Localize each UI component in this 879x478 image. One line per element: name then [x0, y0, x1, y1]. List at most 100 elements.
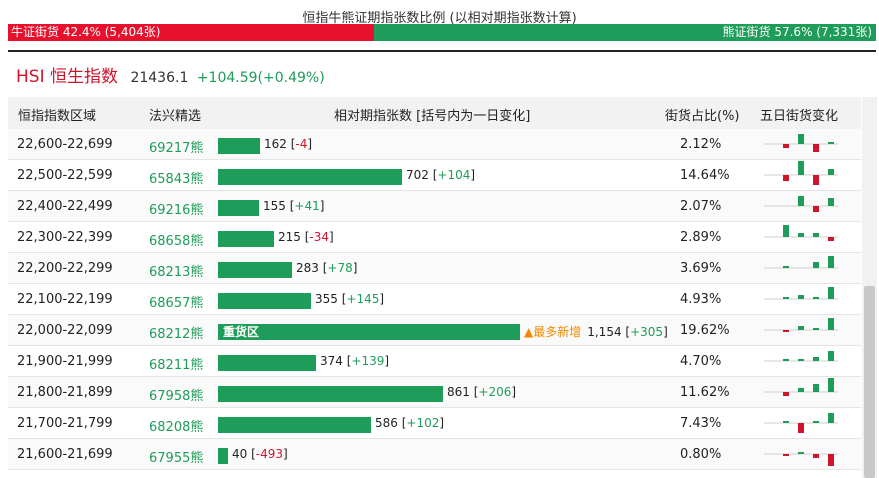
warrant-code-link[interactable]: 67955熊	[149, 451, 204, 466]
trend-bar	[798, 359, 804, 361]
count-bar	[218, 448, 228, 464]
count-number: 283	[296, 261, 319, 275]
five-day-trend-chart	[764, 351, 838, 362]
header-range: 恒指指数区域	[18, 109, 97, 124]
count-delta: +145	[346, 292, 380, 306]
five-day-trend-chart	[764, 413, 838, 433]
trend-bar	[798, 452, 804, 454]
trend-bar	[783, 297, 789, 299]
table-body: 22,600-22,699 69217熊 162 [-4] 2.12% 22,500-2…	[8, 129, 861, 470]
table-row: 22,400-22,499 69216熊 155 [+41] 2.07%	[8, 191, 861, 222]
heavy-zone-label: 重货区	[223, 325, 260, 339]
trend-bar	[798, 295, 804, 299]
trend-bar	[828, 454, 834, 466]
share-cell: 4.93%	[680, 292, 722, 307]
index-quote: HSI 恒生指数 21436.1 +104.59(+0.49%)	[16, 62, 325, 87]
trend-bar	[798, 134, 804, 144]
range-cell: 22,100-22,199	[17, 292, 113, 307]
trend-bar	[828, 169, 834, 175]
range-cell: 21,700-21,799	[17, 416, 113, 431]
trend-bar	[828, 413, 834, 423]
trend-bar	[828, 318, 834, 330]
warrant-code-link[interactable]: 68208熊	[149, 420, 204, 435]
table-row: 21,700-21,799 68208熊 586 [+102] 7.43%	[8, 408, 861, 439]
trend-bar	[783, 225, 789, 237]
trend-bar	[813, 384, 819, 392]
trend-bar	[813, 262, 819, 268]
count-delta: -493	[255, 447, 284, 461]
header-count: 相对期指张数 [括号内为一日变化]	[334, 109, 531, 124]
warrant-code-link[interactable]: 69216熊	[149, 203, 204, 218]
count-bar	[218, 200, 259, 216]
table-row: 21,900-21,999 68211熊 374 [+139] 4.70%	[8, 346, 861, 377]
warrant-code-link[interactable]: 68657熊	[149, 296, 204, 311]
count-delta: +206	[478, 385, 512, 399]
trend-bar	[798, 388, 804, 392]
count-delta: +305	[630, 325, 664, 339]
table-row: 22,300-22,399 68658熊 215 [-34] 2.89%	[8, 222, 861, 253]
trend-bar	[783, 454, 789, 456]
range-cell: 22,000-22,099	[17, 323, 113, 338]
index-name[interactable]: HSI 恒生指数	[16, 67, 118, 87]
count-value: 283 [+78]	[296, 261, 358, 275]
share-cell: 2.07%	[680, 199, 722, 214]
count-delta: +102	[406, 416, 440, 430]
trend-bar	[828, 351, 834, 361]
trend-bar	[798, 233, 804, 237]
share-cell: 11.62%	[680, 385, 730, 400]
header-share: 街货占比(%)	[665, 109, 740, 124]
trend-bar	[783, 144, 789, 148]
warrant-code-link[interactable]: 68213熊	[149, 265, 204, 280]
count-bar	[218, 293, 311, 309]
divider	[8, 50, 876, 52]
trend-bar	[783, 421, 789, 423]
header-trend: 五日街货变化	[760, 109, 839, 124]
count-number: 355	[315, 292, 338, 306]
share-cell: 2.89%	[680, 230, 722, 245]
share-cell: 19.62%	[680, 323, 730, 338]
trend-bar	[828, 237, 834, 241]
trend-bar	[783, 359, 789, 361]
trend-bar	[828, 256, 834, 268]
warrant-code-link[interactable]: 67958熊	[149, 389, 204, 404]
count-delta: -34	[309, 230, 330, 244]
share-cell: 4.70%	[680, 354, 722, 369]
trend-bar	[783, 266, 789, 268]
trend-bar	[813, 144, 819, 152]
count-bar	[218, 417, 371, 433]
table-row: 22,100-22,199 68657熊 355 [+145] 4.93%	[8, 284, 861, 315]
count-value: 374 [+139]	[320, 354, 390, 368]
warrant-code-link[interactable]: 68211熊	[149, 358, 204, 373]
count-value: 355 [+145]	[315, 292, 385, 306]
share-cell: 2.12%	[680, 137, 722, 152]
count-bar: 重货区	[218, 324, 520, 340]
trend-bar	[828, 287, 834, 299]
trend-bar	[783, 392, 789, 396]
trend-bar	[828, 378, 834, 392]
index-value: 21436.1	[130, 70, 189, 86]
trend-bar	[798, 423, 804, 433]
range-cell: 21,800-21,899	[17, 385, 113, 400]
five-day-trend-chart	[764, 378, 838, 396]
table-row: 22,600-22,699 69217熊 162 [-4] 2.12%	[8, 129, 861, 160]
count-delta: +139	[351, 354, 385, 368]
scrollbar-thumb[interactable]	[864, 286, 875, 478]
count-number: 586	[375, 416, 398, 430]
count-bar	[218, 262, 292, 278]
warrant-code-link[interactable]: 68212熊	[149, 327, 204, 342]
warrant-code-link[interactable]: 68658熊	[149, 234, 204, 249]
share-cell: 7.43%	[680, 416, 722, 431]
warrant-code-link[interactable]: 65843熊	[149, 172, 204, 187]
count-value: 702 [+104]	[406, 168, 476, 182]
warrant-code-link[interactable]: 69217熊	[149, 141, 204, 156]
count-number: 702	[406, 168, 429, 182]
five-day-trend-chart	[764, 318, 838, 332]
five-day-trend-chart	[764, 452, 838, 466]
count-number: 374	[320, 354, 343, 368]
header-pick: 法兴精选	[149, 109, 202, 124]
count-bar	[218, 355, 316, 371]
trend-bar	[783, 175, 789, 181]
index-change: +104.59(+0.49%)	[196, 70, 325, 86]
trend-bar	[798, 326, 804, 330]
count-number: 162	[264, 137, 287, 151]
